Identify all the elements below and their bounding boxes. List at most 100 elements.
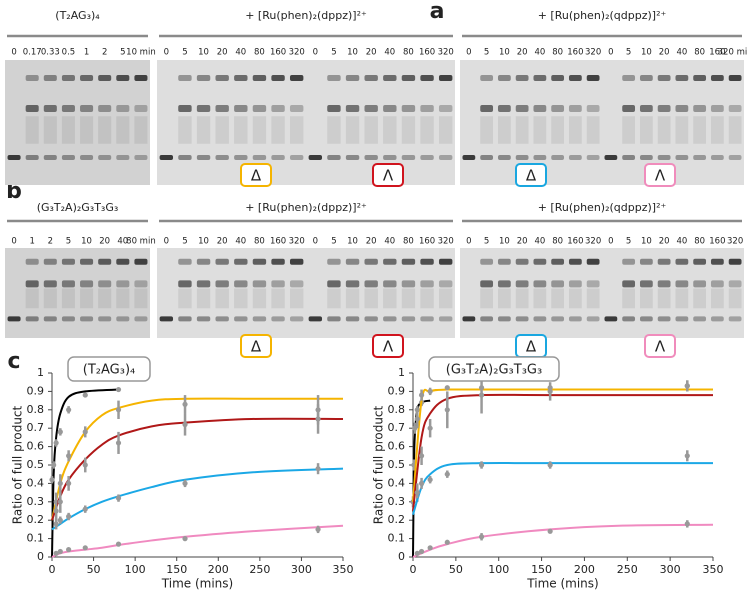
gel-band	[675, 280, 689, 288]
gel-band	[639, 280, 653, 288]
gel-band	[98, 280, 112, 288]
x-tick-label: 100	[488, 563, 509, 576]
gel-band	[116, 258, 130, 265]
gel-band	[728, 155, 742, 160]
lane-label: 0	[313, 237, 318, 247]
data-point	[82, 545, 88, 551]
gel-smear	[98, 116, 112, 144]
y-axis-title: Ratio of full product	[372, 405, 386, 524]
gel-band	[675, 258, 689, 265]
gel-band	[383, 75, 397, 81]
gel-band	[515, 75, 529, 81]
gel-band	[657, 155, 671, 160]
gel-smear	[710, 288, 724, 309]
gel-band	[25, 280, 39, 288]
data-point	[115, 407, 122, 413]
gel-band	[693, 316, 707, 322]
lane-label: 40	[117, 237, 128, 247]
gel-band	[289, 280, 304, 288]
gel-band	[196, 258, 211, 265]
gel-smear	[178, 288, 192, 309]
fit-curve	[412, 388, 713, 502]
gel-header: (T₂AG₃)₄	[55, 9, 100, 22]
data-point	[315, 416, 321, 422]
gel-band	[364, 258, 378, 265]
gel-smear	[196, 288, 211, 309]
x-tick-label: 250	[249, 563, 270, 576]
gel-band	[234, 316, 248, 322]
gel-band	[420, 105, 434, 112]
x-tick-label: 0	[410, 563, 417, 576]
gel-smear	[289, 116, 304, 144]
gel-band	[480, 258, 494, 265]
gel-band	[98, 75, 112, 81]
gel-band	[178, 75, 192, 81]
gel-smear	[480, 288, 494, 309]
gel-band	[252, 105, 267, 112]
lane-label: 5	[66, 237, 71, 247]
gel-band	[80, 258, 94, 265]
y-tick-label: 1	[398, 366, 405, 379]
gel-smear	[61, 116, 75, 144]
gel-band	[159, 316, 174, 322]
gel-smear	[134, 288, 148, 309]
fit-curve	[51, 417, 344, 521]
gel-band	[622, 105, 636, 112]
enantiomer-label: Δ	[526, 338, 537, 356]
gel-band	[308, 316, 323, 322]
gel-band	[271, 105, 285, 112]
data-point	[427, 477, 433, 483]
enantiomer-box	[644, 163, 676, 187]
gel-band	[234, 280, 248, 288]
gel-smear	[675, 288, 689, 309]
gel-band	[234, 105, 248, 112]
gel-smear	[586, 116, 600, 144]
lane-label: 10	[499, 48, 510, 58]
x-tick-label: 50	[449, 563, 463, 576]
lane-label: 160	[419, 237, 435, 247]
gel-smear	[215, 288, 229, 309]
gel-band	[657, 105, 671, 112]
x-tick-label: 350	[333, 563, 354, 576]
lane-label: 5	[182, 48, 187, 58]
gel-smear	[438, 116, 453, 144]
lane-label: 5	[331, 237, 336, 247]
y-tick-label: 0.8	[388, 403, 406, 416]
gel-band	[728, 280, 742, 288]
gel-band	[252, 75, 267, 81]
gel-smear	[116, 116, 130, 144]
gel-band	[568, 155, 582, 160]
y-tick-label: 0.6	[388, 440, 406, 453]
gel-band	[364, 105, 378, 112]
gel-band	[289, 155, 304, 160]
lane-label: 20	[659, 48, 670, 58]
x-tick-label: 300	[291, 563, 312, 576]
gel-band	[327, 258, 341, 265]
gel-band	[728, 105, 742, 112]
gel-smear	[515, 116, 529, 144]
gel-band	[515, 258, 529, 265]
lane-label: 10	[347, 48, 358, 58]
gel-smear	[586, 288, 600, 309]
gel-band	[98, 316, 112, 322]
data-point	[418, 453, 425, 459]
lane-label: 10	[81, 237, 92, 247]
x-tick-label: 0	[49, 563, 56, 576]
gel-band	[533, 316, 547, 322]
gel-band	[586, 258, 600, 265]
gel-band	[196, 316, 211, 322]
data-point	[182, 480, 188, 486]
enantiomer-box	[240, 334, 272, 358]
gel-smear	[364, 288, 378, 309]
gel-band	[710, 155, 724, 160]
lane-label: 20	[99, 237, 110, 247]
lane-label: 0	[466, 48, 471, 58]
gel-band	[61, 316, 75, 322]
gel-smear	[568, 116, 582, 144]
gel-smear	[252, 116, 267, 144]
gel-band	[80, 316, 94, 322]
gel-band	[134, 258, 148, 265]
gel-band	[98, 105, 112, 112]
enantiomer-label: Δ	[251, 338, 262, 356]
x-axis-title: Time (mins)	[161, 577, 233, 591]
